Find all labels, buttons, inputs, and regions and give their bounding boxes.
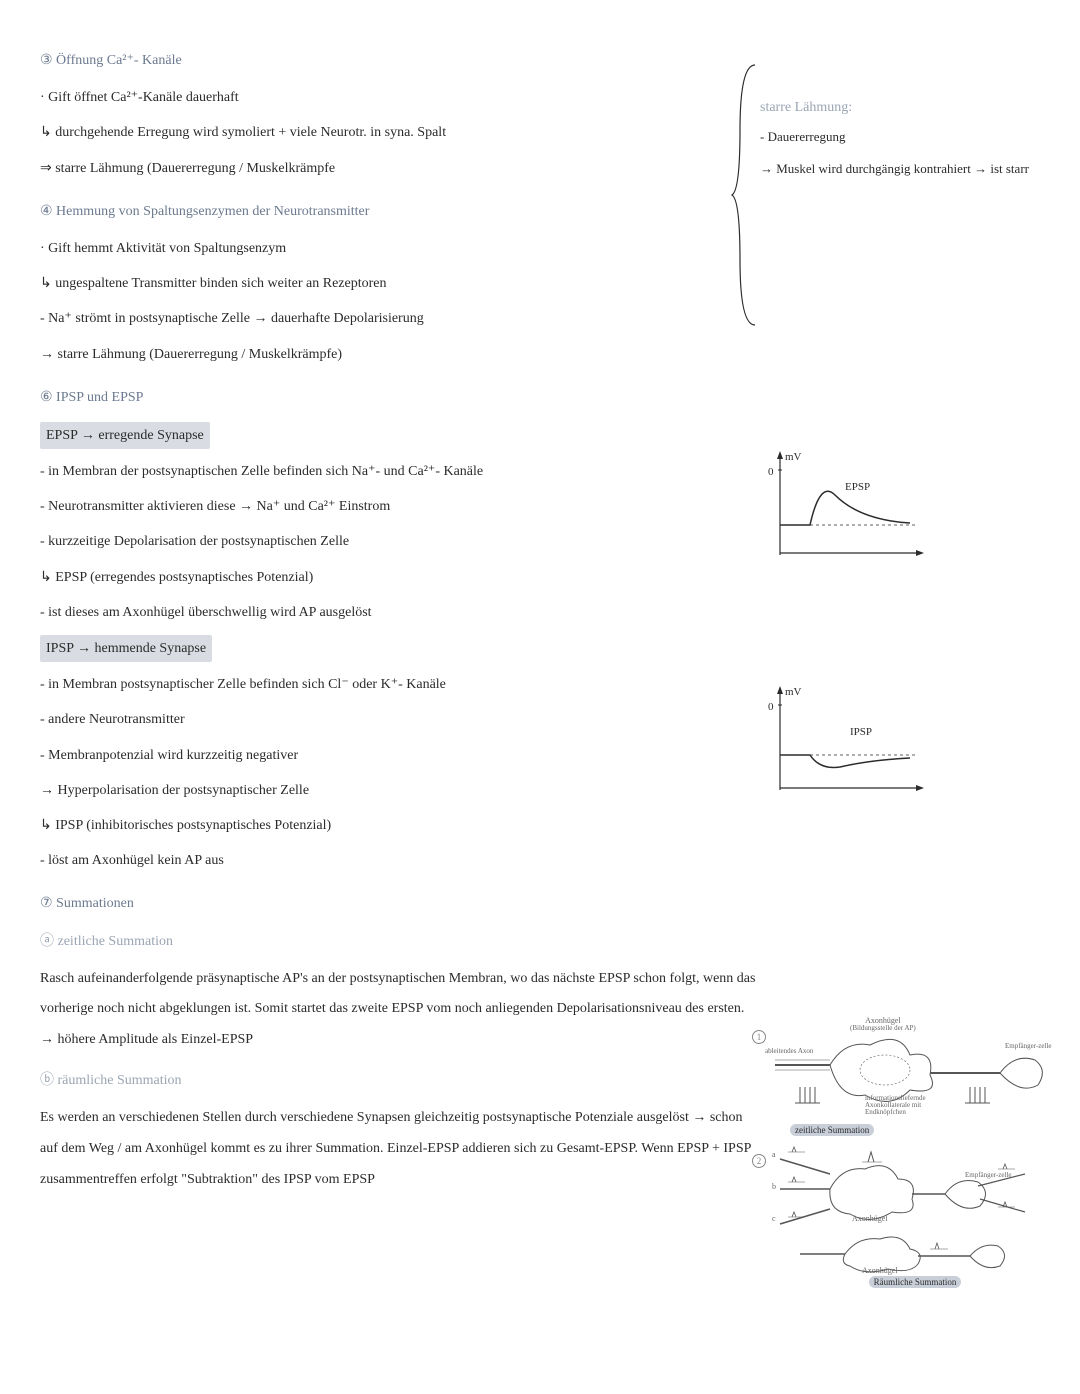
text-line: ⇒ starre Lähmung (Dauererregung / Muskel… [40, 156, 760, 181]
ipsp-heading: IPSP → hemmende Synapse [40, 635, 760, 662]
side-note-title: starre Lähmung: [760, 100, 1060, 116]
section-7-title: ⑦ Summationen [40, 891, 760, 916]
text-line: - Neurotransmitter aktivieren diese → Na… [40, 494, 760, 519]
dia-label-axonhugel2: Axonhügel [852, 1214, 888, 1223]
text-line: - ist dieses am Axonhügel überschwellig … [40, 600, 760, 625]
dia-label-empfanger: Empfänger-zelle [1005, 1043, 1053, 1050]
epsp-heading: EPSP → erregende Synapse [40, 422, 760, 449]
text-line: ↳ ungespaltene Transmitter binden sich w… [40, 271, 760, 296]
section-6-title: ⑥ IPSP und EPSP [40, 385, 760, 410]
dia-label-b: b [772, 1182, 776, 1191]
sub-a-title: ⓐ zeitliche Summation [40, 929, 760, 954]
text-paragraph: Es werden an verschiedenen Stellen durch… [40, 1103, 760, 1195]
side-note-panel: starre Lähmung: - Dauererregung → Muskel… [760, 100, 1060, 190]
dia-label-a: a [772, 1150, 776, 1159]
side-note-line: - Dauererregung [760, 126, 1060, 148]
text-line: - andere Neurotransmitter [40, 707, 760, 732]
chart-y-label: mV [785, 451, 802, 463]
diagram-num-2: 2 [752, 1154, 766, 1168]
dia-label-empfanger2: Empfänger-zelle [965, 1172, 1013, 1179]
text-line: · Gift hemmt Aktivität von Spaltungsenzy… [40, 236, 760, 261]
chart-series-label: EPSP [845, 481, 870, 493]
text-line: - kurzzeitige Depolarisation der postsyn… [40, 529, 760, 554]
epsp-highlight: EPSP → erregende Synapse [40, 422, 210, 449]
text-paragraph: Rasch aufeinanderfolgende präsynaptische… [40, 964, 760, 1056]
text-line: → Hyperpolarisation der postsynaptischer… [40, 778, 760, 803]
text-line: - Membranpotenzial wird kurzzeitig negat… [40, 743, 760, 768]
text-line: ↳ EPSP (erregendes postsynaptisches Pote… [40, 565, 760, 590]
text-line: - in Membran der postsynaptischen Zelle … [40, 459, 760, 484]
text-line: ↳ durchgehende Erregung wird symoliert +… [40, 120, 760, 145]
chart-zero-label: 0 [768, 701, 774, 713]
text-line: ↳ IPSP (inhibitorisches postsynaptisches… [40, 813, 760, 838]
text-line: - in Membran postsynaptischer Zelle befi… [40, 672, 760, 697]
text-line: - löst am Axonhügel kein AP aus [40, 848, 760, 873]
epsp-chart: mV 0 EPSP [760, 445, 930, 570]
dia-label-axonhugel3: Axonhügel [862, 1266, 898, 1275]
text-line: · Gift öffnet Ca²⁺-Kanäle dauerhaft [40, 85, 760, 110]
text-line: → starre Lähmung (Dauererregung / Muskel… [40, 342, 760, 367]
diagram-num-1: 1 [752, 1030, 766, 1044]
ipsp-highlight: IPSP → hemmende Synapse [40, 635, 212, 662]
dia-label-ableitend: ableitendes Axon [765, 1047, 815, 1055]
dia-label-info: informationsliefernde Axonkollaterale mi… [865, 1095, 960, 1116]
chart-series-label: IPSP [850, 726, 872, 738]
chart-zero-label: 0 [768, 466, 774, 478]
chart-y-label: mV [785, 686, 802, 698]
sub-b-title: ⓑ räumliche Summation [40, 1068, 760, 1093]
section-4-title: ④ Hemmung von Spaltungsenzymen der Neuro… [40, 199, 760, 224]
brace-icon [730, 60, 760, 335]
chart-curve [780, 755, 910, 768]
dia-hl-raumlich: Räumliche Summation [869, 1276, 962, 1288]
text-line: - Na⁺ strömt in postsynaptische Zelle → … [40, 306, 760, 331]
summation-diagram: 1 [770, 1025, 1060, 1288]
chart-curve [780, 491, 910, 525]
ipsp-chart: mV 0 IPSP [760, 680, 930, 805]
dia-label-axonhugel: Axonhügel (Bildungsstelle der AP) [850, 1017, 916, 1032]
section-3-title: ③ Öffnung Ca²⁺- Kanäle [40, 48, 760, 73]
dia-label-c: c [772, 1214, 776, 1223]
side-note-line: → Muskel wird durchgängig kontrahiert → … [760, 158, 1060, 180]
